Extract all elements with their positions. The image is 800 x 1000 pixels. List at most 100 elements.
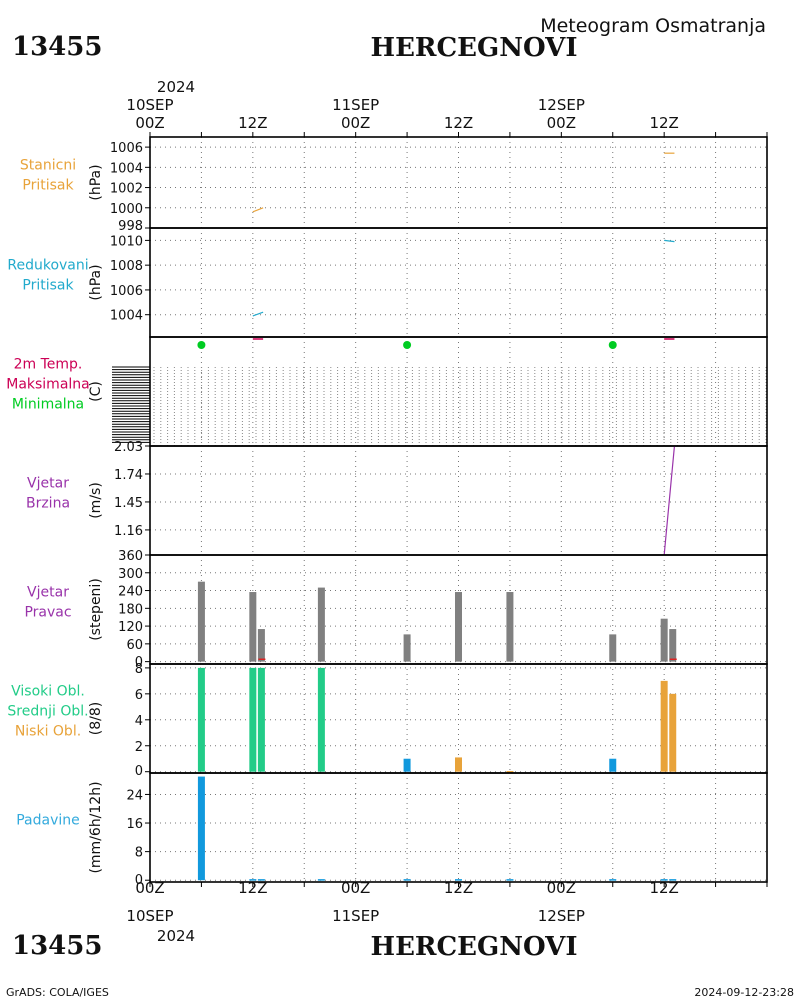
panel-clouds: Visoki Obl. Srednji Obl. Niski Obl. (8/8) 0 2… (7, 662, 768, 779)
data-bar (669, 879, 677, 881)
series-line (252, 207, 264, 213)
y-tick-label: 1000 (110, 202, 143, 217)
panel-label: 2m Temp. (14, 357, 83, 373)
y-tick-label: 1010 (110, 234, 143, 249)
y-tick-label: 240 (118, 585, 143, 600)
data-bar (669, 693, 677, 772)
chart-subtitle: Meteogram Osmatranja (540, 15, 766, 37)
data-bar (257, 879, 265, 881)
y-tick-label: 2.03 (114, 440, 143, 455)
series-line (663, 446, 676, 555)
y-tick-label: 60 (126, 638, 143, 653)
data-bar (660, 618, 668, 662)
time-tick-label-bottom: 00Z (547, 879, 576, 897)
y-tick-label: 300 (118, 567, 143, 582)
data-bar (506, 879, 514, 881)
y-axis-label: (8/8) (88, 702, 104, 735)
panel-label: Minimalna (12, 397, 84, 413)
data-bar (317, 879, 325, 881)
data-bar (249, 592, 257, 662)
time-tick-label-bottom: 12Z (649, 879, 678, 897)
panel-label: Pravac (24, 605, 71, 621)
y-tick-label: 1.16 (114, 524, 143, 539)
y-axis-label: (hPa) (88, 264, 104, 300)
panel-frame (149, 227, 768, 338)
data-bar (455, 879, 462, 881)
station-id-bottom: 13455 (12, 931, 102, 961)
panel-label: Srednji Obl. (7, 704, 88, 720)
data-bar (660, 879, 668, 881)
time-tick-label-top: 12Z (444, 114, 473, 132)
data-bar (455, 757, 462, 772)
min-temp-point (403, 341, 412, 349)
time-tick-label-top: 00Z (547, 114, 576, 132)
y-axis-label: (C) (88, 381, 104, 402)
y-tick-label: 1008 (110, 259, 143, 274)
panel-label: Redukovani (7, 258, 88, 274)
data-bar (197, 667, 205, 772)
panel-label: Vjetar (27, 476, 69, 492)
y-tick-label: 998 (118, 219, 143, 234)
data-bar (249, 667, 257, 772)
panel-label: Pritisak (22, 178, 74, 194)
time-tick-label-bottom: 12Z (444, 879, 473, 897)
y-tick-label: 1006 (110, 284, 143, 299)
data-bar (609, 634, 617, 662)
data-bar (317, 587, 325, 662)
station-name-bottom: HERCEGNOVI (371, 932, 578, 962)
data-bar (506, 592, 514, 662)
panel-station-pressure: Stanicni Pritisak (hPa) 998 1000 1002 1004 1006 (20, 136, 768, 234)
min-temp-point (608, 341, 617, 349)
data-bar (506, 771, 514, 773)
panel-wind-direction: Vjetar Pravac (stepeni) 0 60 120 180 240 300 360 (24, 549, 768, 670)
data-bar (403, 758, 411, 772)
panel-label: Stanicni (20, 158, 76, 174)
data-bar (403, 879, 411, 881)
panel-group: Stanicni Pritisak (hPa) 998 1000 1002 1004 1006… (6, 136, 768, 888)
footer-credit: GrADS: COLA/IGES (6, 986, 109, 999)
date-label-top: 10SEP (126, 96, 173, 114)
time-tick-label-bottom: 00Z (135, 879, 164, 897)
y-tick-label: 8 (135, 846, 143, 861)
y-tick-label: 0 (135, 873, 143, 888)
y-tick-label: 2 (135, 740, 143, 755)
y-axis-label: (m/s) (88, 482, 104, 519)
y-tick-label: 1006 (110, 141, 143, 156)
series-line (252, 311, 264, 317)
y-axis-label: (mm/6h/12h) (88, 781, 104, 873)
min-temp-point (197, 341, 206, 349)
data-bar (257, 629, 265, 662)
time-tick-label-top: 12Z (238, 114, 267, 132)
data-bar (609, 758, 617, 772)
panel-temperature: 2m Temp. Maksimalna Minimalna(C) (6, 336, 768, 447)
y-tick-label: 6 (135, 688, 143, 703)
date-label-bottom: 11SEP (332, 907, 379, 925)
panel-reduced-pressure: Redukovani Pritisak (hPa) 1004 1006 1008 1010 (7, 227, 768, 338)
y-tick-label: 8 (135, 662, 143, 677)
panel-plot-area (252, 446, 676, 555)
time-tick-label-top: 00Z (135, 114, 164, 132)
y-tick-label: 120 (118, 620, 143, 635)
y-tick-label: 1.74 (114, 468, 143, 483)
panel-label: Visoki Obl. (11, 684, 85, 700)
data-bar (197, 581, 205, 662)
panel-frame (149, 772, 768, 883)
station-name-top: HERCEGNOVI (371, 33, 578, 63)
year-label-bottom: 2024 (157, 927, 195, 945)
data-bar (249, 879, 257, 881)
data-bar (609, 879, 617, 881)
panel-label: Maksimalna (6, 377, 90, 393)
year-label-top: 2024 (157, 78, 195, 96)
panel-label: Vjetar (27, 585, 69, 601)
y-tick-label: 360 (118, 549, 143, 564)
station-id-top: 13455 (12, 32, 102, 62)
data-bar (197, 776, 205, 881)
y-tick-label: 0 (135, 764, 143, 779)
panel-plot-area (197, 581, 677, 662)
time-tick-label-bottom: 00Z (341, 879, 370, 897)
date-label-top: 11SEP (332, 96, 379, 114)
data-bar (455, 592, 462, 662)
panel-label: Brzina (26, 496, 70, 512)
series-line (664, 239, 675, 243)
